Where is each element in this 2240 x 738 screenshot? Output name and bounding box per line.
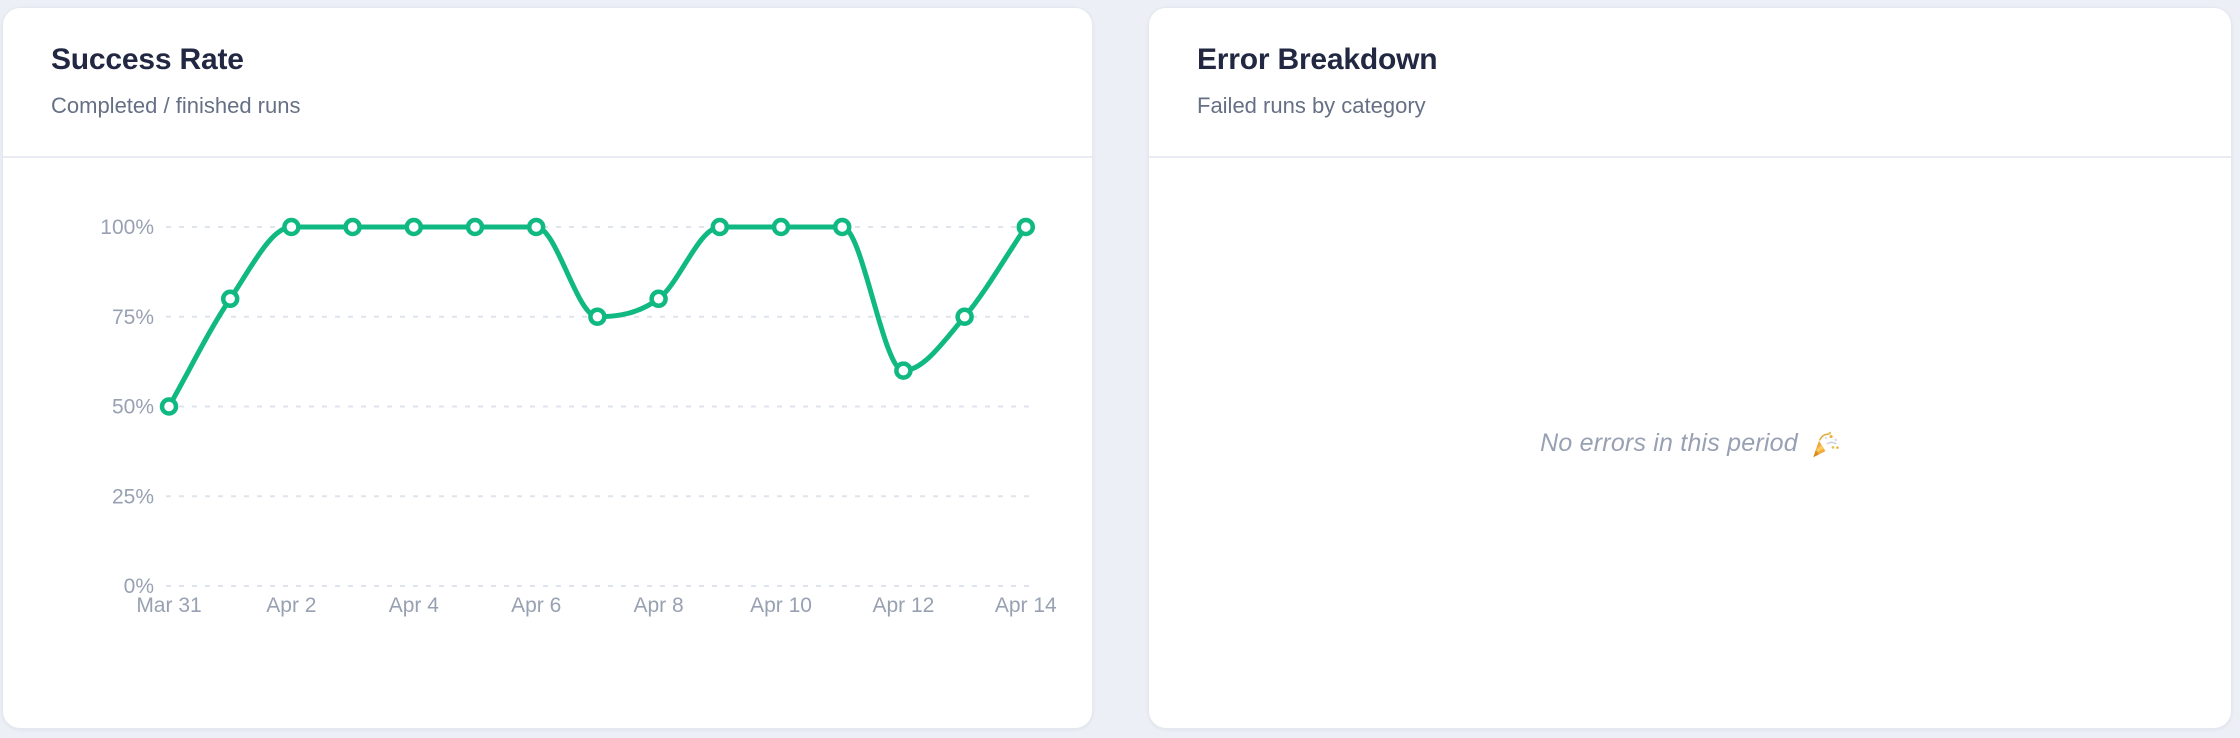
chart-gridlines [166, 226, 1031, 587]
x-axis-labels: Mar 31 Apr 2 Apr 4 Apr 6 Apr 8 Apr 10 Apr 12 Ap… [136, 594, 1057, 617]
data-point[interactable] [159, 397, 179, 416]
data-point[interactable] [526, 217, 546, 237]
data-point[interactable] [282, 217, 301, 237]
x-tick-label: Apr 8 [633, 594, 683, 617]
card-subtitle: Failed runs by category [1197, 93, 1426, 118]
data-point[interactable] [894, 361, 913, 380]
data-point[interactable] [649, 289, 668, 309]
x-tick-label: Apr 12 [872, 594, 934, 617]
y-tick-label: 75% [112, 306, 154, 329]
empty-state-message: No errors in this period [1540, 428, 1798, 457]
error-breakdown-card-header: Error Breakdown Failed runs by category [1149, 8, 2231, 158]
success-rate-card: Success Rate Completed / finished runs 1… [2, 7, 1093, 729]
data-point[interactable] [588, 307, 607, 326]
y-tick-label: 25% [112, 485, 154, 508]
party-popper-icon [1813, 431, 1839, 458]
data-points [159, 217, 1036, 416]
empty-state: No errors in this period [1149, 158, 2231, 728]
data-point[interactable] [343, 217, 362, 237]
x-tick-label: Mar 31 [136, 594, 201, 617]
y-tick-label: 50% [112, 396, 154, 419]
y-axis-labels: 100% 75% 50% 25% 0% [100, 216, 154, 598]
x-tick-label: Apr 10 [750, 594, 812, 617]
success-rate-chart-area: 100% 75% 50% 25% 0% Mar 31 Apr 2 Apr 4 Apr 6 Apr … [3, 158, 1092, 728]
data-point[interactable] [220, 289, 240, 309]
data-point[interactable] [404, 217, 424, 237]
y-tick-label: 100% [100, 216, 154, 239]
x-tick-label: Apr 4 [389, 594, 440, 617]
x-tick-label: Apr 6 [511, 594, 561, 617]
card-subtitle: Completed / finished runs [51, 93, 301, 118]
data-point[interactable] [1016, 217, 1036, 237]
data-point[interactable] [710, 217, 730, 237]
card-title: Error Breakdown [1197, 43, 1438, 76]
card-title: Success Rate [51, 43, 244, 76]
error-breakdown-card: Error Breakdown Failed runs by category … [1148, 7, 2232, 729]
data-point[interactable] [465, 217, 485, 237]
x-tick-label: Apr 14 [995, 594, 1057, 617]
x-tick-label: Apr 2 [266, 594, 316, 617]
data-point[interactable] [955, 307, 974, 326]
success-rate-chart[interactable]: 100% 75% 50% 25% 0%Mar 31 Apr 2 Apr 4 Apr 6 Apr … [3, 158, 1092, 728]
data-point[interactable] [832, 217, 852, 237]
error-breakdown-body: No errors in this period [1149, 158, 2231, 728]
success-rate-card-header: Success Rate Completed / finished runs [3, 8, 1092, 158]
y-tick-label: 0% [124, 575, 154, 598]
data-point[interactable] [771, 217, 791, 237]
